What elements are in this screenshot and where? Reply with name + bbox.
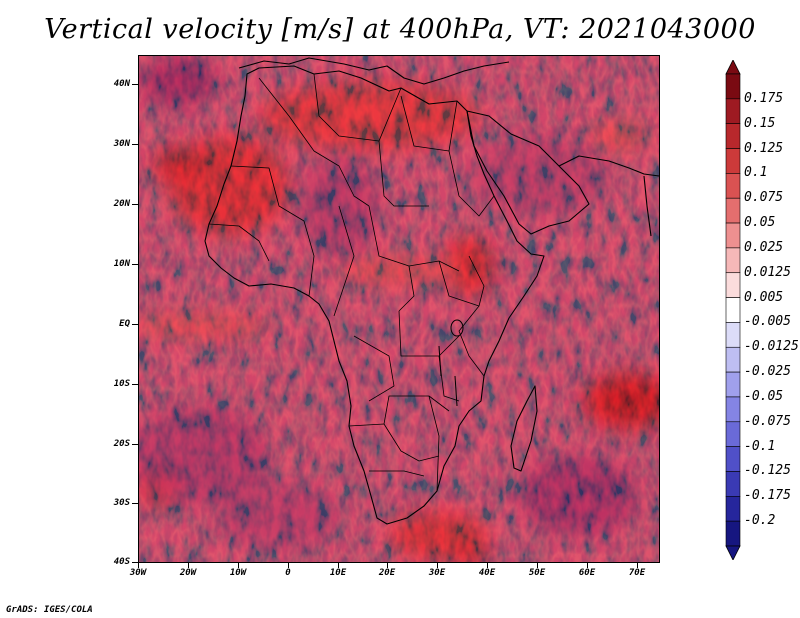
lat-label: 10N (113, 259, 130, 269)
lon-label: 20W (179, 568, 197, 578)
colorbar-label: -0.025 (744, 364, 791, 380)
chart-title: Vertical velocity [m/s] at 400hPa, VT: 2… (44, 14, 756, 45)
colorbar-swatch (725, 73, 741, 100)
colorbar-label: -0.075 (744, 413, 791, 429)
lon-label: 30E (428, 568, 446, 578)
map-plot-area (138, 55, 660, 563)
colorbar-swatch (725, 98, 741, 124)
colorbar-swatch (725, 446, 741, 472)
colorbar-label: 0.025 (744, 239, 784, 255)
colorbar-label: -0.1 (744, 438, 776, 454)
colorbar-label: -0.0125 (744, 339, 799, 355)
lat-label: 40S (113, 557, 130, 567)
lat-tick (132, 84, 138, 85)
colorbar-min-arrow (725, 545, 741, 560)
colorbar-swatch (725, 297, 741, 323)
lon-label: 60E (578, 568, 596, 578)
colorbar-swatch (725, 346, 741, 373)
lon-tick (587, 563, 588, 568)
colorbar-swatch (725, 148, 741, 174)
lon-tick (637, 563, 638, 568)
lon-label: 0 (285, 568, 291, 578)
country-borders (208, 73, 495, 492)
lat-label: EQ (119, 319, 130, 329)
colorbar-label: -0.125 (744, 463, 791, 479)
lon-tick (537, 563, 538, 568)
colorbar-swatch (725, 496, 741, 522)
lon-tick (188, 563, 189, 568)
lon-tick (487, 563, 488, 568)
colorbar-label: -0.05 (744, 388, 784, 404)
lat-label: 10S (113, 379, 130, 389)
lon-label: 50E (528, 568, 546, 578)
lon-label: 10E (329, 568, 347, 578)
colorbar-swatch (725, 371, 741, 398)
lat-tick (132, 144, 138, 145)
lat-label: 20S (113, 439, 130, 449)
fine-scale-ascent (139, 56, 659, 562)
lat-label: 30N (113, 139, 130, 149)
lon-tick (338, 563, 339, 568)
lat-label: 20N (113, 199, 130, 209)
colorbar-swatch (725, 322, 741, 348)
lat-label: 30S (113, 498, 130, 508)
colorbar-swatch (725, 123, 741, 149)
credit-text: GrADS: IGES/COLA (6, 605, 93, 615)
colorbar (725, 60, 741, 560)
colorbar-label: -0.2 (744, 513, 776, 529)
lon-label: 20E (378, 568, 396, 578)
lat-tick (132, 264, 138, 265)
lat-tick (132, 444, 138, 445)
colorbar-label: 0.05 (744, 215, 776, 231)
colorbar-max-arrow (725, 60, 741, 75)
lat-label: 40N (113, 79, 130, 89)
colorbar-swatch (725, 197, 741, 224)
colorbar-label: 0.175 (744, 90, 784, 106)
lat-tick (132, 503, 138, 504)
lakes (438, 319, 464, 407)
colorbar-label: 0.125 (744, 140, 784, 156)
colorbar-label: 0.15 (744, 115, 776, 131)
lon-tick (238, 563, 239, 568)
colorbar-swatch (725, 247, 741, 274)
lon-label: 40E (478, 568, 496, 578)
colorbar-label: -0.175 (744, 488, 791, 504)
lon-label: 30W (129, 568, 147, 578)
lon-label: 10W (229, 568, 247, 578)
lat-tick (132, 204, 138, 205)
lat-tick (132, 384, 138, 385)
lon-tick (288, 563, 289, 568)
colorbar-label: 0.005 (744, 289, 784, 305)
lon-tick (437, 563, 438, 568)
colorbar-swatch (725, 272, 741, 298)
colorbar-swatch (725, 396, 741, 423)
lat-tick (132, 562, 138, 563)
colorbar-swatch (725, 520, 741, 547)
lon-tick (387, 563, 388, 568)
colorbar-swatch (725, 471, 741, 497)
lon-label: 70E (628, 568, 646, 578)
colorbar-swatch (725, 421, 741, 447)
colorbar-label: 0.1 (744, 165, 768, 181)
colorbar-label: 0.0125 (744, 264, 791, 280)
colorbar-label: 0.075 (744, 190, 784, 206)
colorbar-swatch (725, 173, 741, 199)
colorbar-swatch (725, 222, 741, 249)
lat-tick (132, 324, 138, 325)
colorbar-label: -0.005 (744, 314, 791, 330)
lon-tick (138, 563, 139, 568)
vertical-velocity-field (139, 56, 659, 562)
